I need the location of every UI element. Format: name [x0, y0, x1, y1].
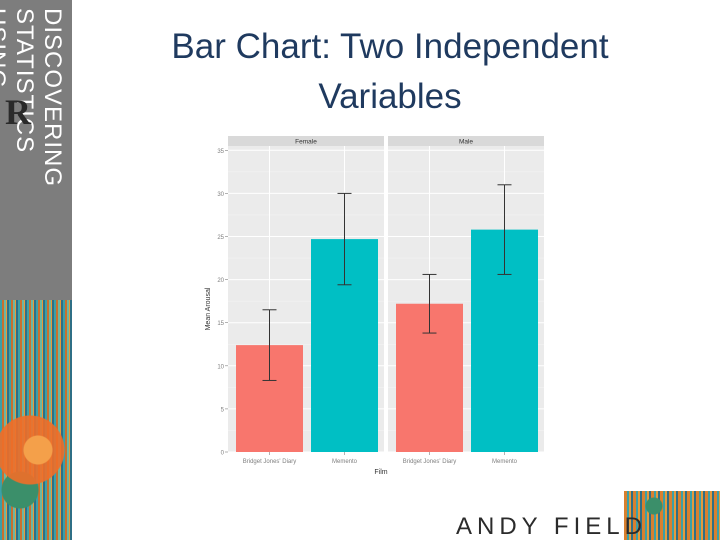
- facet-strip: [228, 136, 384, 146]
- x-tick-label: Bridget Jones' Diary: [403, 459, 457, 465]
- footer-artwork: [624, 491, 720, 540]
- x-tick-label: Memento: [492, 459, 518, 465]
- facet-label: Female: [295, 139, 317, 146]
- sidebar-decoration: DISCOVERING STATISTICS USING R: [0, 0, 72, 540]
- y-tick-label: 25: [217, 235, 224, 241]
- x-tick-label: Memento: [332, 459, 358, 465]
- book-title-line2: USING: [0, 8, 10, 90]
- book-title-line1: DISCOVERING STATISTICS: [11, 8, 66, 188]
- y-tick-label: 10: [217, 364, 224, 370]
- r-logo: R: [5, 92, 31, 132]
- y-tick-label: 15: [217, 321, 224, 327]
- book-title-vertical: DISCOVERING STATISTICS USING: [0, 8, 66, 298]
- author-name: ANDY FIELD: [456, 513, 647, 540]
- facet-label: Male: [459, 139, 473, 146]
- y-tick-label: 20: [217, 278, 224, 284]
- y-tick-label: 5: [221, 407, 225, 413]
- bar-chart: 0 5 10 15 20 25 30 35 Female Bridget Jones' Diary…: [205, 136, 544, 476]
- slide-title: Bar Chart: Two Independent Variables: [171, 27, 609, 116]
- sidebar-artwork: [0, 300, 72, 540]
- y-tick-label: 0: [221, 451, 225, 457]
- x-axis-title: Film: [374, 469, 387, 476]
- sidebar-gray-band: [0, 0, 72, 300]
- y-tick-label: 30: [217, 192, 224, 198]
- facet-strip: [388, 136, 544, 146]
- y-tick-label: 35: [217, 149, 224, 155]
- x-tick-label: Bridget Jones' Diary: [243, 459, 297, 465]
- y-axis-title: Mean Arousal: [205, 287, 212, 330]
